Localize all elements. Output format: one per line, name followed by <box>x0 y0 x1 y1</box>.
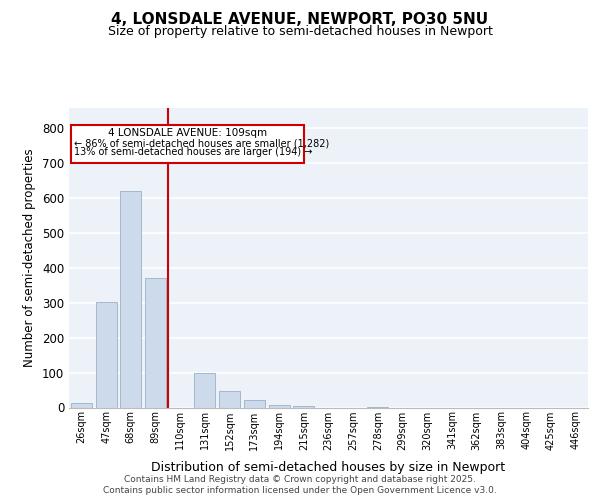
Text: 4 LONSDALE AVENUE: 109sqm: 4 LONSDALE AVENUE: 109sqm <box>108 128 267 138</box>
Bar <box>244 400 265 407</box>
Text: ← 86% of semi-detached houses are smaller (1,282): ← 86% of semi-detached houses are smalle… <box>74 139 329 149</box>
Bar <box>293 406 314 408</box>
Text: 13% of semi-detached houses are larger (194) →: 13% of semi-detached houses are larger (… <box>74 146 313 156</box>
Bar <box>194 374 215 408</box>
Bar <box>71 403 92 407</box>
Bar <box>145 278 166 407</box>
Bar <box>269 404 290 407</box>
Y-axis label: Number of semi-detached properties: Number of semi-detached properties <box>23 148 37 367</box>
Bar <box>95 302 116 408</box>
Bar <box>367 407 388 408</box>
Text: Size of property relative to semi-detached houses in Newport: Size of property relative to semi-detach… <box>107 25 493 38</box>
Text: Contains public sector information licensed under the Open Government Licence v3: Contains public sector information licen… <box>103 486 497 495</box>
Text: 4, LONSDALE AVENUE, NEWPORT, PO30 5NU: 4, LONSDALE AVENUE, NEWPORT, PO30 5NU <box>112 12 488 28</box>
Bar <box>120 191 141 408</box>
Text: Contains HM Land Registry data © Crown copyright and database right 2025.: Contains HM Land Registry data © Crown c… <box>124 475 476 484</box>
Bar <box>71 125 304 164</box>
X-axis label: Distribution of semi-detached houses by size in Newport: Distribution of semi-detached houses by … <box>151 461 506 474</box>
Bar <box>219 391 240 407</box>
